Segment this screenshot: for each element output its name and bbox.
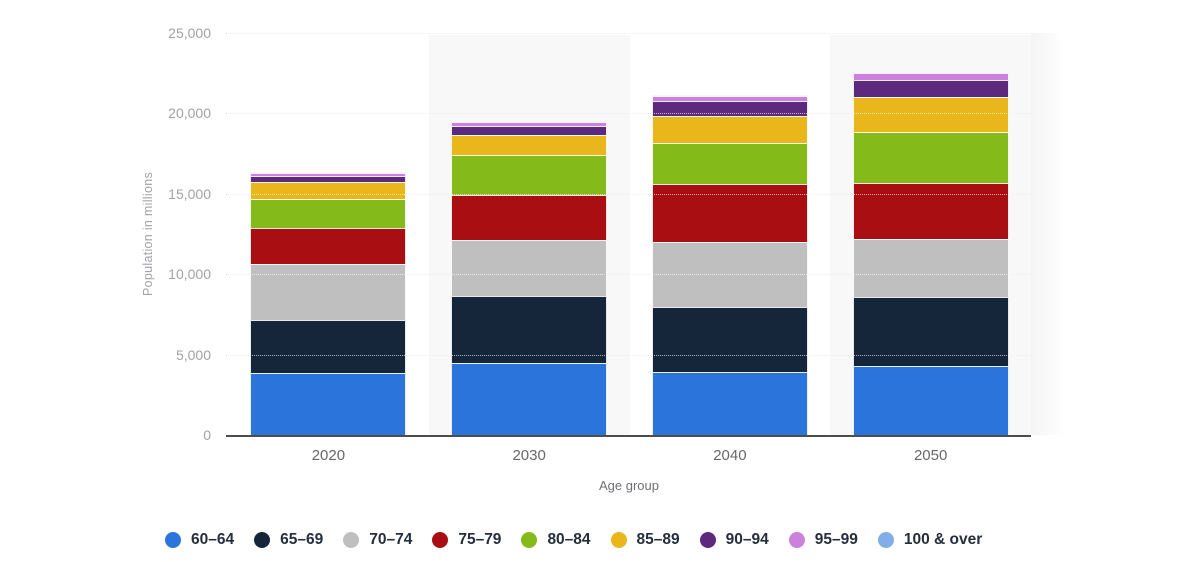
legend-dot-85-89 [610,532,627,548]
y-tick-label-15000: 15,000 [168,185,211,202]
legend-label-60-64: 60–64 [191,531,235,548]
segment-2020-75-79[interactable] [250,227,407,265]
legend-item-75-79[interactable]: 75–79 [432,531,501,549]
segment-2040-60-64[interactable] [651,372,808,435]
segment-2040-65-69[interactable] [651,306,808,373]
bar-2050 [852,72,1009,435]
legend-dot-65-69 [254,532,271,548]
segment-2040-85-89[interactable] [651,115,808,143]
legend-dot-70-74 [343,532,360,548]
y-axis-tick-labels: 0 5,000 10,000 15,000 20,000 25,000 [0,0,211,562]
segment-2050-100-over[interactable] [852,72,1009,74]
y-tick-label-25000: 25,000 [168,25,211,41]
segment-2050-85-89[interactable] [852,96,1009,133]
segment-2050-75-79[interactable] [852,182,1009,239]
segment-2020-100-over[interactable] [250,172,407,174]
segment-2050-70-74[interactable] [852,238,1009,298]
segment-2030-80-84[interactable] [451,155,608,195]
segment-2050-95-99[interactable] [852,73,1009,81]
y-tick-label-0: 0 [203,427,211,443]
legend-item-90-94[interactable]: 90–94 [699,531,769,549]
segment-2020-65-69[interactable] [250,319,407,373]
segment-2020-95-99[interactable] [250,173,407,177]
segment-2040-95-99[interactable] [651,95,808,102]
segment-2050-60-64[interactable] [852,365,1009,435]
legend-label-90-94: 90–94 [725,531,769,548]
legend-dot-100-over [877,532,894,548]
segment-2030-60-64[interactable] [451,362,608,435]
y-tick-label-5000: 5,000 [175,346,211,363]
x-tick-label-2030: 2030 [512,447,546,464]
y-tick-label-10000: 10,000 [168,266,211,283]
segment-2030-70-74[interactable] [451,240,608,296]
segment-2020-70-74[interactable] [250,264,407,320]
segment-2040-90-94[interactable] [651,101,808,116]
plot-area [226,33,1065,437]
gridline-overlay-10000 [228,274,1031,276]
legend-item-95-99[interactable]: 95–99 [788,531,858,549]
segment-2030-75-79[interactable] [451,194,608,241]
legend-item-70-74[interactable]: 70–74 [343,531,412,549]
legend-dot-80-84 [521,532,538,548]
gridline-overlay-15000 [228,193,1031,195]
bar-2030 [451,121,608,435]
legend-label-75-79: 75–79 [458,531,502,548]
legend-label-85-89: 85–89 [636,531,680,548]
y-tick-label-20000: 20,000 [168,105,211,122]
plot-right-edge-shade [1031,33,1065,435]
legend-item-65-69[interactable]: 65–69 [254,531,323,549]
gridline-overlay-25000 [228,33,1031,34]
segment-2020-85-89[interactable] [250,181,407,199]
segment-2020-90-94[interactable] [250,176,407,182]
bar-2020 [250,172,407,435]
legend-item-100-over[interactable]: 100 & over [877,531,983,549]
segment-2040-80-84[interactable] [651,142,808,185]
segment-2040-100-over[interactable] [651,94,808,96]
legend-label-65-69: 65–69 [280,531,324,548]
segment-2050-80-84[interactable] [852,132,1009,183]
x-axis-title: Age group [599,478,659,493]
x-tick-label-2020: 2020 [311,447,346,464]
legend-label-95-99: 95–99 [814,531,858,548]
segment-2020-80-84[interactable] [250,198,407,228]
legend-label-100-over: 100 & over [903,531,983,548]
x-tick-label-2050: 2050 [913,447,948,464]
segment-2030-95-99[interactable] [451,122,608,126]
gridline-overlay-20000 [228,113,1031,115]
legend-item-60-64[interactable]: 60–64 [165,531,234,549]
gridline-overlay-5000 [228,354,1031,356]
legend-dot-60-64 [165,532,181,548]
legend: 60–64 65–69 70–74 75–79 80–84 85–89 90–94 95–99… [165,531,982,549]
legend-label-70-74: 70–74 [369,531,413,548]
segment-2020-60-64[interactable] [250,372,407,435]
legend-item-80-84[interactable]: 80–84 [521,531,591,549]
segment-2050-90-94[interactable] [852,80,1009,97]
legend-item-85-89[interactable]: 85–89 [610,531,680,549]
segment-2030-65-69[interactable] [451,295,608,363]
segment-2030-90-94[interactable] [451,125,608,135]
segment-2050-65-69[interactable] [852,297,1009,366]
legend-dot-95-99 [788,532,805,548]
legend-dot-90-94 [699,532,716,548]
legend-dot-75-79 [432,532,449,548]
segment-2030-100-over[interactable] [451,121,608,123]
legend-label-80-84: 80–84 [547,531,591,548]
segment-2030-85-89[interactable] [451,134,608,156]
x-axis-line [226,435,1031,437]
bar-2040 [651,94,808,435]
x-tick-label-2040: 2040 [713,447,747,464]
